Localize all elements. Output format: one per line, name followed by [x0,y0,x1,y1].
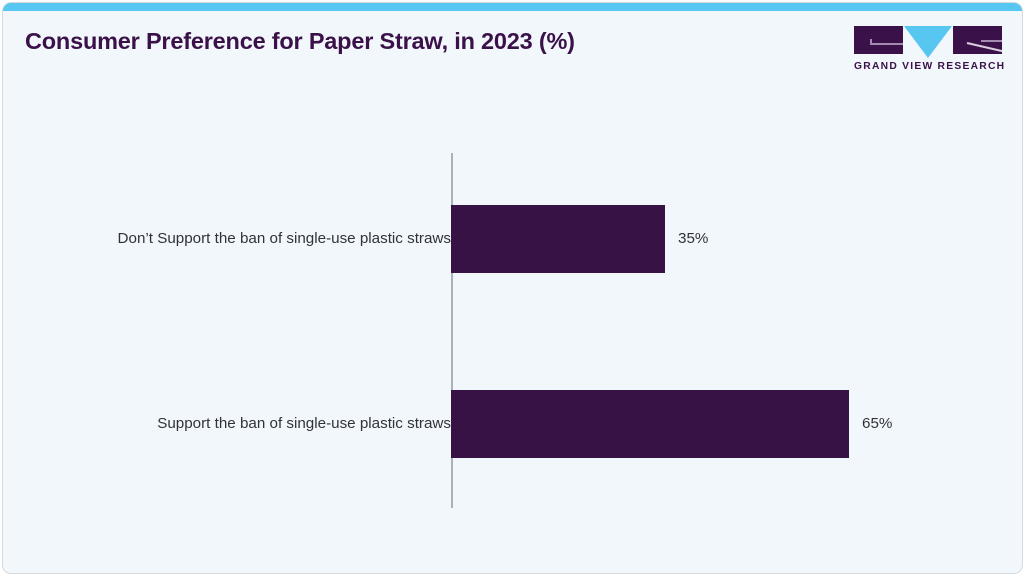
logo-text: GRAND VIEW RESEARCH [854,61,1006,72]
bar-category-label: Don’t Support the ban of single-use plas… [117,230,451,247]
logo-block-right-icon [953,26,1002,54]
bar-segment [451,390,849,458]
bar-value-label: 35% [678,230,709,247]
bar-chart-plot: Don’t Support the ban of single-use plas… [3,3,1022,573]
bar-row: Support the ban of single-use plastic st… [3,390,1022,458]
logo-block-left-icon [854,26,903,54]
accent-bar [3,3,1022,11]
category-axis-line [451,153,453,508]
bar-value-label: 65% [862,415,893,432]
bar-category-label: Support the ban of single-use plastic st… [157,415,451,432]
page-title: Consumer Preference for Paper Straw, in … [25,28,575,54]
bar-row: Don’t Support the ban of single-use plas… [3,205,1022,273]
bar-segment [451,205,665,273]
logo-marks [854,26,1002,58]
logo-triangle-icon [904,26,952,58]
brand-logo: GRAND VIEW RESEARCH [854,26,1004,72]
